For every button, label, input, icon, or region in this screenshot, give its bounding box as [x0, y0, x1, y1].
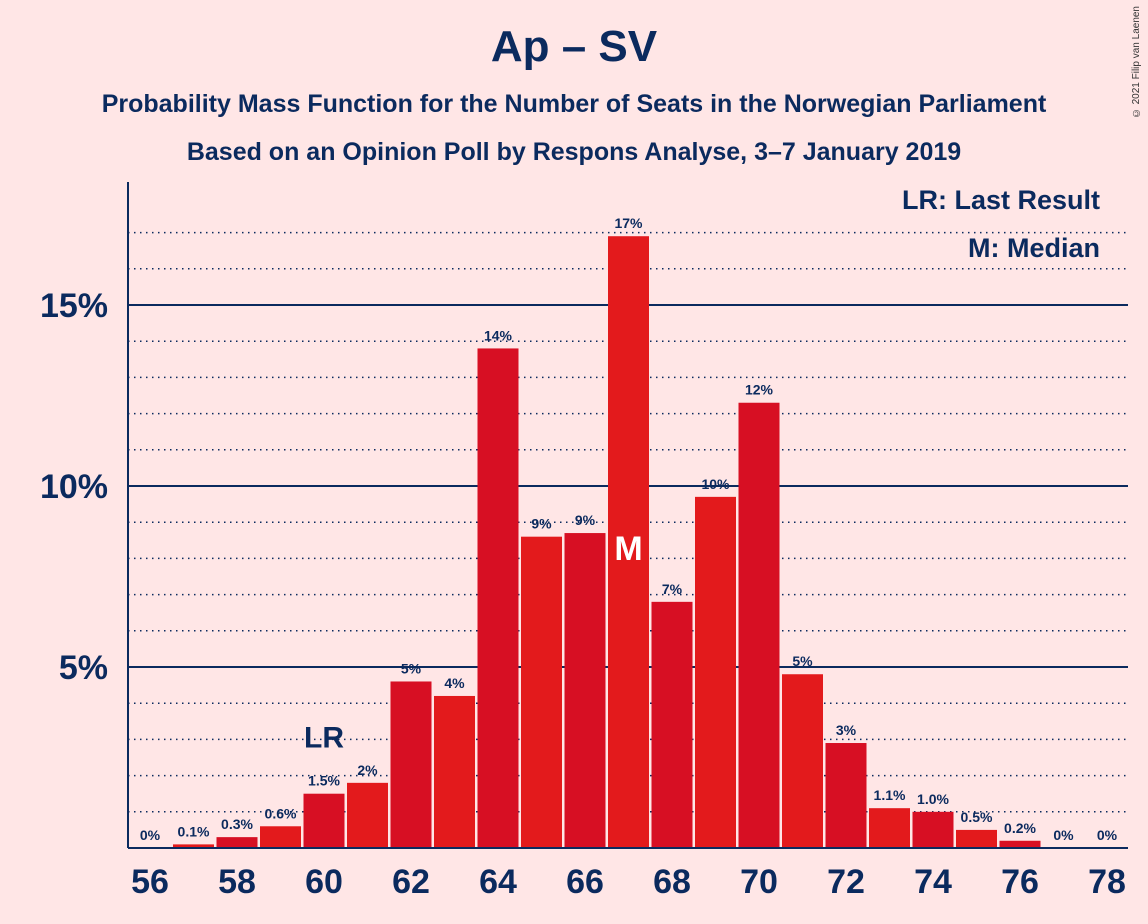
x-tick-label: 68: [653, 863, 691, 901]
data-label: 1.1%: [874, 787, 906, 803]
data-label: 2%: [357, 762, 378, 778]
data-label: 9%: [531, 516, 552, 532]
y-tick-label: 10%: [40, 468, 108, 506]
x-tick-label: 60: [305, 863, 343, 901]
bar: [651, 601, 693, 848]
bar: [564, 533, 606, 848]
legend-median: M: Median: [968, 233, 1100, 263]
bar: [260, 826, 301, 848]
data-label: 17%: [614, 215, 643, 231]
data-label: 12%: [745, 382, 774, 398]
chart-subtitle-source: Based on an Opinion Poll by Respons Anal…: [186, 138, 962, 166]
data-label: 9%: [575, 512, 596, 528]
bar: [738, 402, 780, 848]
bar: [825, 743, 867, 848]
data-label: 0.3%: [221, 816, 253, 832]
x-tick-label: 64: [479, 863, 517, 901]
bar: [303, 793, 345, 848]
bar: [347, 782, 388, 848]
chart-title: Ap – SV: [490, 22, 658, 71]
data-label: 14%: [484, 327, 513, 343]
data-label: 4%: [444, 675, 465, 691]
median-marker: M: [614, 530, 642, 568]
data-label: 0.1%: [178, 823, 210, 839]
x-tick-label: 78: [1088, 863, 1126, 901]
data-label: 7%: [662, 581, 683, 597]
bar: [216, 837, 258, 848]
bar: [521, 536, 562, 848]
bar: [912, 811, 954, 848]
data-label: 0.5%: [961, 809, 993, 825]
x-tick-label: 58: [218, 863, 256, 901]
bar: [434, 695, 475, 848]
bar: [782, 674, 823, 848]
data-label: 1.5%: [308, 773, 340, 789]
bar: [608, 236, 649, 849]
bar: [956, 829, 997, 848]
bar: [477, 348, 519, 848]
x-tick-label: 74: [914, 863, 952, 901]
data-label: 1.0%: [917, 791, 949, 807]
bar: [869, 808, 910, 848]
data-label: 0.2%: [1004, 820, 1036, 836]
x-tick-label: 70: [740, 863, 778, 901]
legend-last-result: LR: Last Result: [902, 185, 1100, 215]
chart-subtitle: Probability Mass Function for the Number…: [101, 90, 1047, 118]
x-tick-label: 76: [1001, 863, 1039, 901]
data-label: 0.6%: [265, 805, 297, 821]
last-result-marker: LR: [304, 722, 344, 755]
bar: [695, 496, 736, 848]
y-tick-label: 5%: [59, 649, 108, 687]
data-label: 0%: [140, 827, 161, 843]
bar: [173, 844, 214, 848]
bar: [999, 840, 1041, 848]
bar: [390, 681, 432, 848]
x-tick-label: 72: [827, 863, 865, 901]
data-label: 0%: [1053, 827, 1074, 843]
data-label: 3%: [836, 722, 857, 738]
data-label: 10%: [701, 476, 730, 492]
data-label: 5%: [792, 653, 813, 669]
y-tick-label: 15%: [40, 287, 108, 325]
x-tick-label: 56: [131, 863, 169, 901]
data-label: 0%: [1097, 827, 1118, 843]
x-tick-label: 62: [392, 863, 430, 901]
data-label: 5%: [401, 660, 422, 676]
x-tick-label: 66: [566, 863, 604, 901]
